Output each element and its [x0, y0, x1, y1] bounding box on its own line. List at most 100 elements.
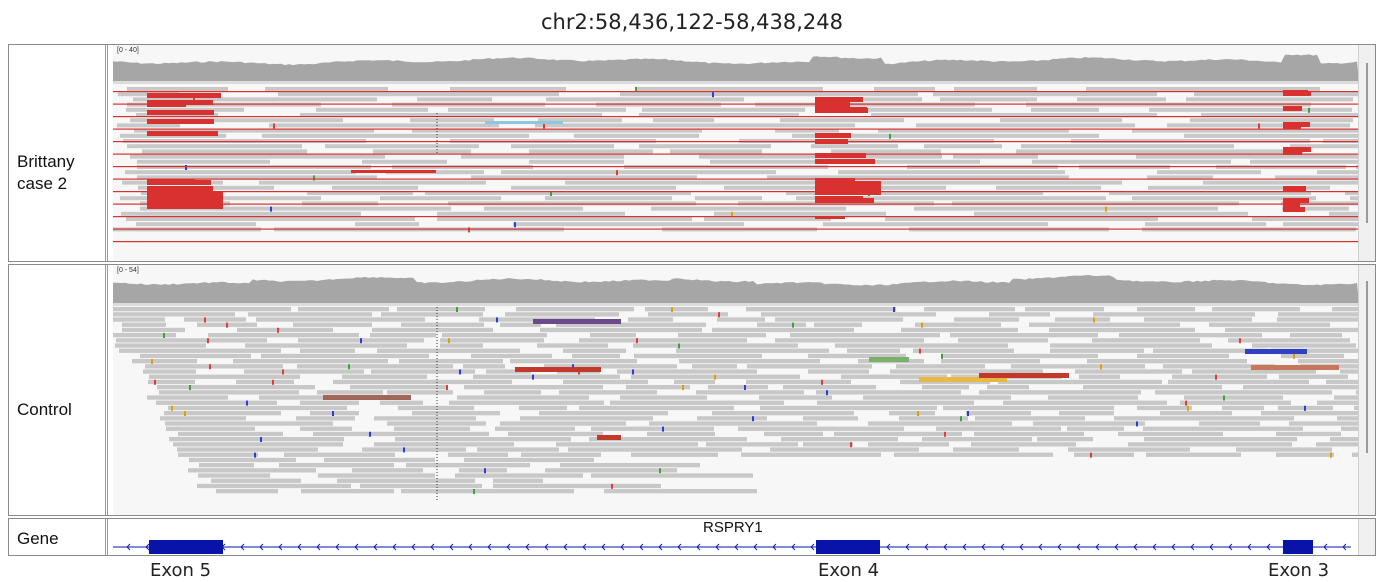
read — [373, 149, 471, 154]
read — [591, 473, 753, 478]
split-read — [815, 108, 868, 113]
mismatch-base — [209, 364, 211, 370]
read — [132, 359, 197, 364]
read — [1289, 421, 1359, 426]
read — [933, 92, 1157, 97]
read — [395, 437, 571, 442]
mismatch-base — [313, 175, 315, 181]
exon-label-4: Exon 4 — [818, 560, 880, 581]
mismatch-base — [1105, 206, 1107, 212]
scrollbar-control[interactable] — [1358, 265, 1375, 515]
read — [140, 353, 251, 359]
read — [1276, 431, 1341, 437]
strand-arrow — [715, 543, 720, 551]
read — [256, 317, 425, 322]
mismatch-base — [403, 447, 405, 453]
read — [831, 149, 941, 154]
split-read — [147, 191, 223, 209]
split-read — [815, 133, 851, 138]
alignment-panel-brittany[interactable]: [0 - 40] — [113, 45, 1359, 261]
mismatch-base — [826, 390, 828, 396]
read — [362, 159, 447, 164]
read — [823, 222, 1048, 227]
read — [1278, 312, 1359, 317]
scroll-thumb[interactable] — [1366, 281, 1368, 453]
gene-track-panel[interactable]: RSPRY1 — [113, 519, 1359, 555]
read — [208, 333, 359, 338]
read — [1352, 452, 1359, 457]
scrollbar-brittany[interactable] — [1358, 45, 1375, 261]
read — [678, 333, 766, 338]
read — [1067, 426, 1124, 431]
read — [262, 133, 529, 138]
strand-arrow — [639, 543, 644, 551]
read — [1048, 395, 1138, 400]
read — [159, 390, 299, 395]
read — [387, 421, 486, 426]
strand-arrow — [734, 543, 739, 551]
mismatch-base — [184, 411, 186, 416]
read — [278, 92, 559, 97]
read — [332, 185, 418, 190]
mismatch-base — [282, 369, 284, 375]
read — [1083, 385, 1222, 390]
read — [387, 390, 453, 395]
mismatch-base — [821, 379, 823, 385]
read — [1236, 447, 1332, 452]
read — [313, 431, 489, 437]
read — [437, 217, 692, 221]
track-name-panel[interactable]: Brittany case 2 — [9, 45, 108, 261]
alignment-canvas-brittany[interactable] — [113, 45, 1359, 261]
alignment-canvas-control[interactable] — [113, 265, 1359, 515]
gene-feature-canvas[interactable] — [113, 519, 1359, 555]
read — [924, 144, 1002, 149]
strand-arrow — [1019, 543, 1024, 551]
read — [692, 364, 737, 369]
mismatch-base — [185, 165, 187, 170]
strand-arrow — [1190, 543, 1195, 551]
read — [1143, 426, 1303, 431]
read — [529, 159, 624, 164]
read — [1326, 379, 1359, 385]
read — [516, 307, 634, 312]
exon-block — [1283, 540, 1313, 554]
read — [1334, 395, 1359, 400]
read — [216, 489, 278, 494]
discordant-pair-line — [113, 153, 1359, 155]
read — [545, 468, 677, 473]
strand-arrow — [962, 543, 967, 551]
read — [1184, 133, 1359, 138]
read — [471, 175, 697, 180]
read — [1201, 113, 1359, 117]
alignment-panel-control[interactable]: [0 - 54] — [113, 265, 1359, 515]
read — [136, 222, 256, 227]
read — [316, 107, 428, 112]
read — [1350, 196, 1359, 201]
read — [868, 421, 1012, 426]
read — [1137, 307, 1195, 312]
mismatch-base — [611, 483, 613, 489]
read — [1079, 374, 1120, 379]
split-read — [147, 119, 214, 124]
scroll-thumb[interactable] — [1366, 63, 1368, 223]
strand-arrow — [126, 543, 131, 551]
locus-box[interactable]: chr2:58,436,122-58,438,248 — [541, 10, 843, 34]
read — [775, 317, 903, 322]
discordant-pair-line — [113, 91, 1359, 93]
track-name-panel[interactable]: Gene — [9, 519, 108, 555]
read — [540, 327, 702, 333]
read — [775, 128, 839, 133]
strand-arrow — [297, 543, 302, 551]
read — [397, 307, 485, 312]
read — [156, 400, 277, 405]
read — [417, 97, 492, 102]
track-name-panel[interactable]: Control — [9, 265, 108, 515]
read — [871, 113, 1157, 117]
split-read — [147, 93, 221, 98]
read — [760, 405, 937, 411]
read — [1147, 175, 1213, 180]
scrollbar-gene[interactable] — [1358, 519, 1375, 555]
read — [362, 447, 466, 452]
read — [133, 97, 377, 102]
read — [674, 379, 715, 385]
